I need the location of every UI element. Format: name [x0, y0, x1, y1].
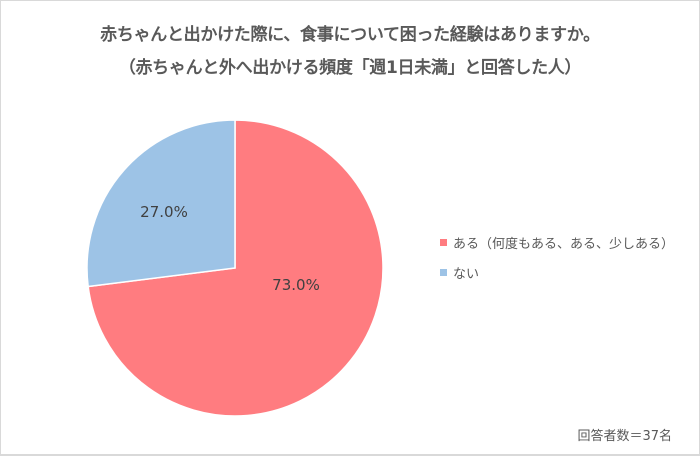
- slice-label-yes: 73.0%: [272, 276, 320, 294]
- pie-slice-no: [86, 119, 236, 288]
- slice-label-no: 27.0%: [140, 203, 188, 221]
- legend-label-no: ない: [453, 266, 480, 282]
- legend-swatch-no: [440, 268, 447, 276]
- respondent-count: 回答者数＝37名: [577, 429, 672, 444]
- legend-item-yes: ある（何度もある、ある、少しある）: [440, 234, 675, 252]
- legend-item-no: ない: [440, 264, 674, 282]
- legend-swatch-yes: [440, 238, 447, 246]
- legend: ある（何度もある、ある、少しある） ない: [440, 234, 674, 294]
- chart-title: 赤ちゃんと出かけた際に、食事について困った経験はありますか。: [100, 25, 600, 45]
- legend-label-yes: ある（何度もある、ある、少しある）: [453, 236, 675, 252]
- chart-subtitle: （赤ちゃんと外へ出かける頻度「週1日未満」と回答した人）: [118, 58, 582, 78]
